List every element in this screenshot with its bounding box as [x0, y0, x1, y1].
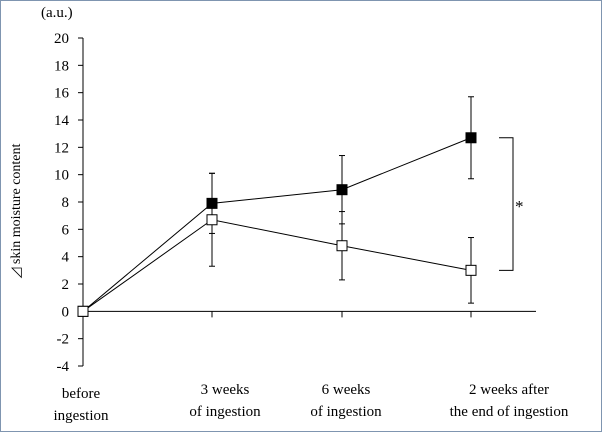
- x-category-label: of ingestion: [310, 404, 382, 420]
- series-line: [82, 137, 472, 312]
- series-layer: [77, 96, 477, 317]
- y-tick-label: 0: [62, 304, 70, 320]
- x-category-label: the end of ingestion: [450, 404, 569, 420]
- y-tick-label: 2: [62, 277, 70, 293]
- y-axis: -4 -2 0 2 4 6 8 10 12 14 16 18 20: [54, 31, 84, 375]
- y-tick-label: 10: [54, 168, 69, 184]
- y-tick-label: 6: [62, 222, 70, 238]
- open-square-marker: [206, 214, 218, 226]
- y-tick-label: -2: [57, 332, 70, 348]
- y-axis-title-symbol: ◿: [9, 267, 24, 278]
- y-tick-label: -4: [57, 359, 70, 375]
- filled-square-marker: [336, 184, 348, 196]
- open-square-marker: [77, 305, 89, 317]
- y-tick-label: 18: [54, 58, 69, 74]
- significance-star: *: [515, 197, 524, 216]
- y-axis-title-text: skin moisture content: [9, 143, 24, 264]
- y-tick-label: 12: [54, 140, 69, 156]
- y-unit-label: (a.u.): [41, 5, 73, 21]
- significance-bracket: [499, 137, 514, 271]
- series-open: [77, 172, 477, 317]
- x-axis: before ingestion 3 weeks of ingestion 6 week…: [54, 310, 569, 424]
- open-square-marker: [336, 240, 348, 252]
- x-category-label: of ingestion: [189, 404, 261, 420]
- y-tick-label: 4: [62, 250, 70, 266]
- y-tick-label: 20: [54, 31, 69, 47]
- y-tick-label: 8: [62, 195, 70, 211]
- series-filled: [77, 96, 477, 317]
- x-category-label: ingestion: [54, 408, 109, 424]
- open-square-marker: [465, 264, 477, 276]
- y-axis-title: ◿ skin moisture content: [9, 143, 24, 278]
- y-tick-label: 16: [54, 86, 70, 102]
- y-tick-label: 14: [54, 113, 70, 129]
- x-category-label: 2 weeks after: [469, 382, 549, 398]
- x-category-label: before: [62, 386, 101, 402]
- x-category-label: 6 weeks: [322, 382, 371, 398]
- series-line: [82, 219, 472, 312]
- x-category-label: 3 weeks: [201, 382, 250, 398]
- filled-square-marker: [465, 132, 477, 144]
- annotations: (a.u.) ◿ skin moisture content *: [9, 5, 524, 278]
